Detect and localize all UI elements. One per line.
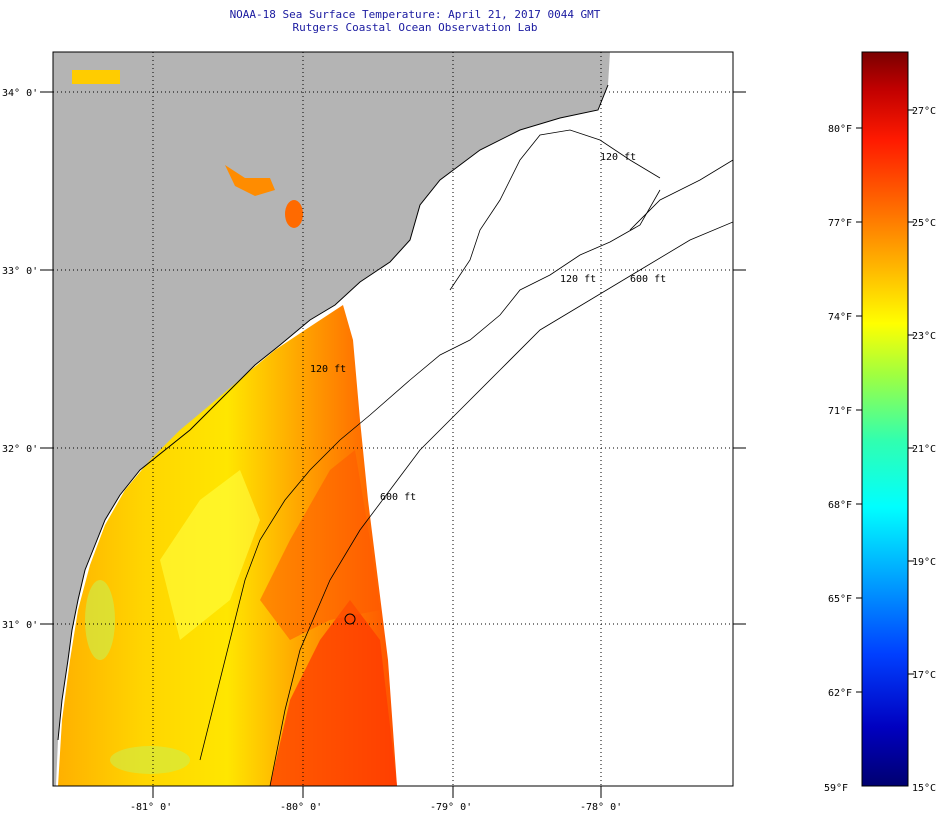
lat-label: 33° 0' xyxy=(2,266,38,277)
lat-label: 34° 0' xyxy=(2,88,38,99)
colorbar-f-label: 80°F xyxy=(828,124,852,135)
colorbar-f-label: 65°F xyxy=(828,594,852,605)
lon-label: -80° 0' xyxy=(280,802,322,813)
warm-band xyxy=(260,450,380,640)
contour-label: 120 ft xyxy=(310,364,346,375)
lake-patch xyxy=(285,200,303,228)
lake-patch xyxy=(225,165,275,196)
lon-label: -81° 0' xyxy=(130,802,172,813)
colorbar-f-label: 71°F xyxy=(828,406,852,417)
warm-core xyxy=(270,600,397,786)
axis-ticks xyxy=(40,91,746,798)
colorbar-c-label: 17°C xyxy=(912,670,936,681)
land-mass xyxy=(53,52,610,786)
colorbar-c-label: 19°C xyxy=(912,557,936,568)
lake-patch xyxy=(72,70,120,84)
contour-600ft xyxy=(269,221,733,786)
contour-120ft xyxy=(199,189,661,761)
colorbar-f-label: 74°F xyxy=(828,312,852,323)
lon-label: -78° 0' xyxy=(580,802,622,813)
colorbar-c-label: 27°C xyxy=(912,106,936,117)
colorbar-f-label: 59°F xyxy=(824,783,848,794)
cool-patch xyxy=(160,470,260,640)
contour-label: 600 ft xyxy=(380,492,416,503)
colorbar xyxy=(861,51,909,787)
coastline xyxy=(57,84,609,741)
colorbar-c-label: 23°C xyxy=(912,331,936,342)
graticule xyxy=(53,52,733,786)
lon-label: -79° 0' xyxy=(430,802,472,813)
colorbar-c-label: 21°C xyxy=(912,444,936,455)
contour-120ft-north xyxy=(449,129,661,291)
map-area: 120 ft 600 ft 120 ft 600 ft 120 ft xyxy=(53,52,733,786)
map-frame xyxy=(52,51,734,787)
colorbar-f-label: 62°F xyxy=(828,688,852,699)
colorbar-c-label: 15°C xyxy=(912,783,936,794)
colorbar-ticks xyxy=(856,109,914,693)
cool-south-patch xyxy=(110,746,190,774)
contour-600ft-upper xyxy=(629,159,733,231)
chart-title: NOAA-18 Sea Surface Temperature: April 2… xyxy=(229,8,601,21)
chart-subtitle: Rutgers Coastal Ocean Observation Lab xyxy=(292,21,538,34)
contour-label: 120 ft xyxy=(600,152,636,163)
contour-label: 600 ft xyxy=(630,274,666,285)
colorbar-c-label: 25°C xyxy=(912,218,936,229)
cool-coast-patch xyxy=(85,580,115,660)
colorbar-f-label: 77°F xyxy=(828,218,852,229)
lat-label: 32° 0' xyxy=(2,444,38,455)
lat-label: 31° 0' xyxy=(2,620,38,631)
colorbar-f-label: 68°F xyxy=(828,500,852,511)
contour-label: 120 ft xyxy=(560,274,596,285)
